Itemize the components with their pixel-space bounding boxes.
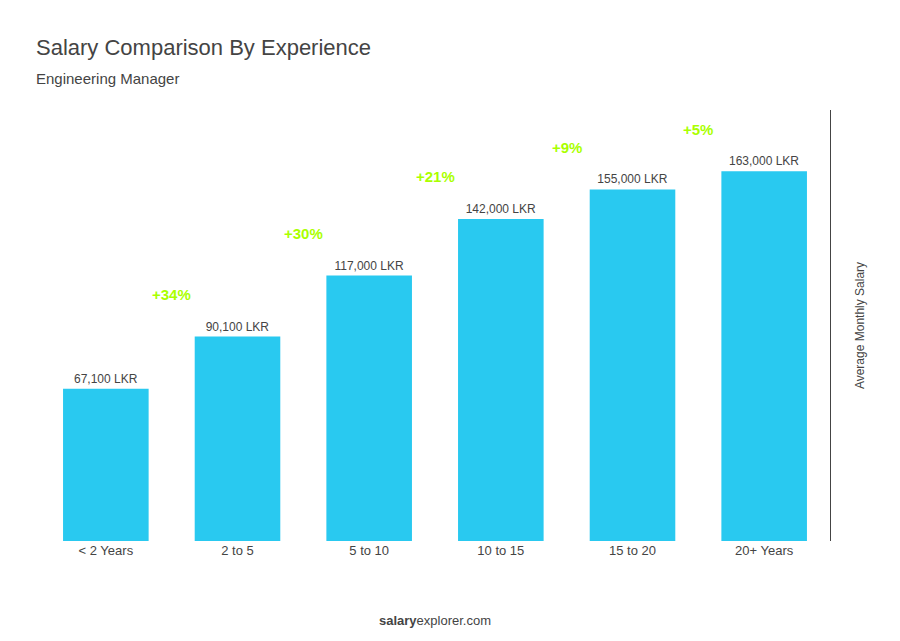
svg-text:2 to 5: 2 to 5 — [221, 543, 254, 558]
svg-text:10 to 15: 10 to 15 — [477, 543, 524, 558]
svg-text:142,000 LKR: 142,000 LKR — [466, 202, 536, 216]
svg-text:+5%: +5% — [683, 121, 713, 138]
svg-text:salaryexplorer.com: salaryexplorer.com — [379, 613, 491, 628]
svg-text:+30%: +30% — [284, 225, 323, 242]
svg-text:20+ Years: 20+ Years — [735, 543, 794, 558]
svg-text:Engineering Manager: Engineering Manager — [36, 70, 179, 87]
svg-text:15 to 20: 15 to 20 — [609, 543, 656, 558]
svg-text:5 to 10: 5 to 10 — [349, 543, 389, 558]
svg-text:Average Monthly Salary: Average Monthly Salary — [853, 262, 867, 389]
svg-text:117,000 LKR: 117,000 LKR — [334, 259, 403, 273]
svg-text:155,000 LKR: 155,000 LKR — [597, 172, 667, 186]
svg-text:+9%: +9% — [552, 139, 582, 156]
svg-text:Salary Comparison By Experienc: Salary Comparison By Experience — [36, 35, 371, 60]
svg-text:67,100 LKR: 67,100 LKR — [74, 372, 138, 386]
svg-text:< 2 Years: < 2 Years — [79, 543, 134, 558]
svg-text:90,100 LKR: 90,100 LKR — [206, 320, 270, 334]
svg-text:+21%: +21% — [416, 168, 455, 185]
svg-text:+34%: +34% — [152, 286, 191, 303]
svg-text:163,000 LKR: 163,000 LKR — [729, 154, 799, 168]
